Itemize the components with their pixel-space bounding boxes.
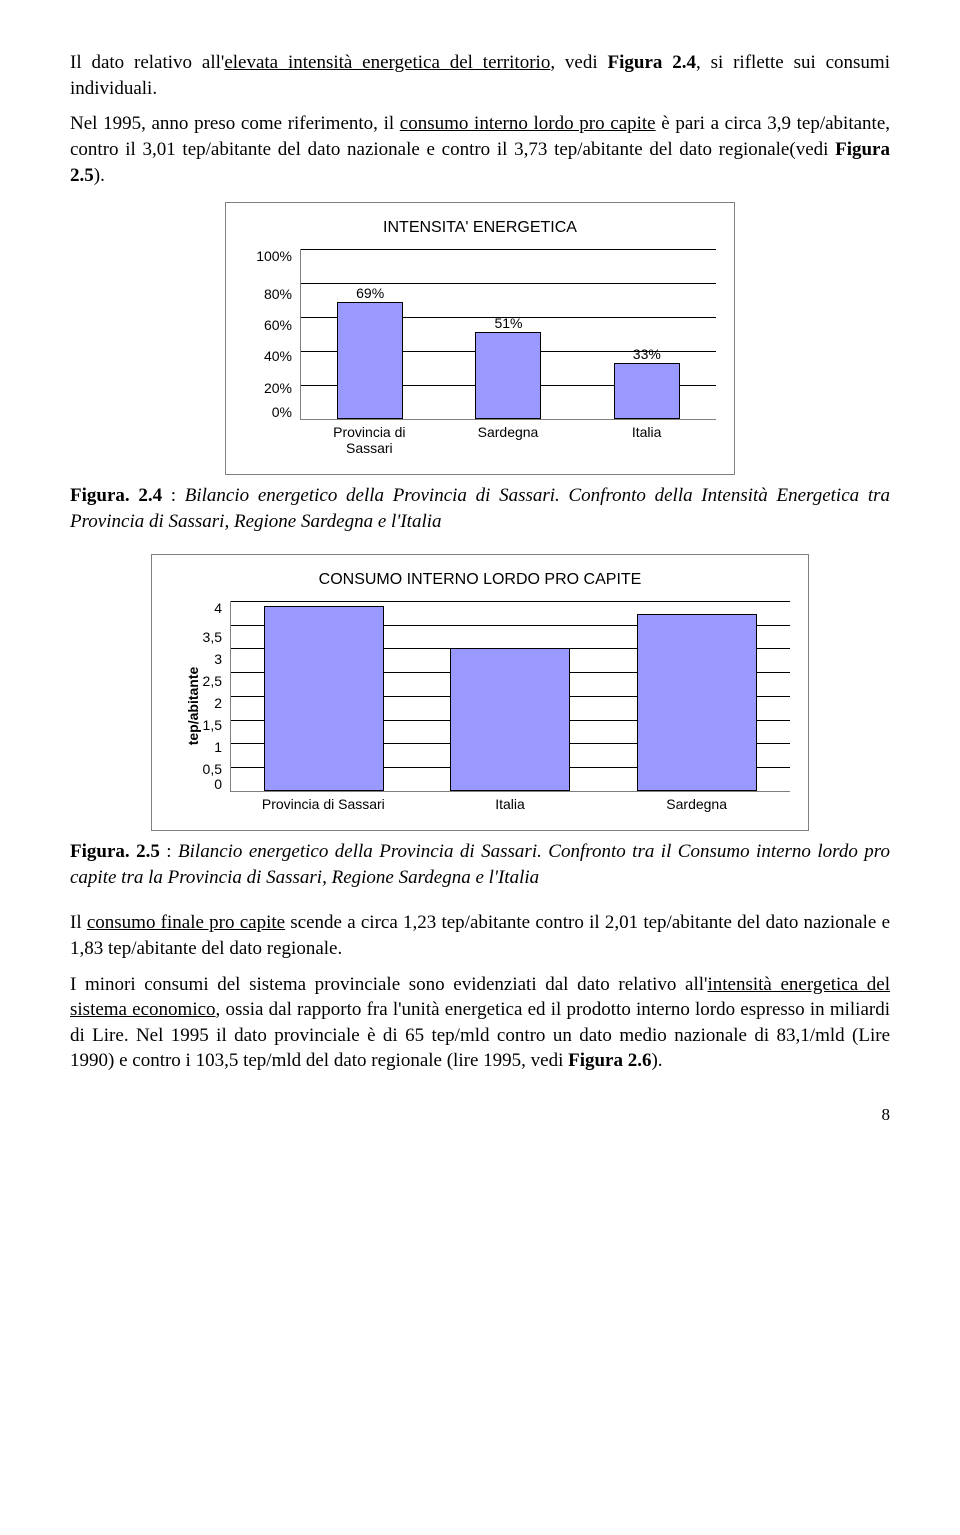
intro-paragraph-1: Il dato relativo all'elevata intensità e… [70, 50, 890, 101]
x-label: Sardegna [454, 424, 562, 456]
text: : [162, 485, 185, 506]
y-tick: 1 [170, 740, 228, 754]
y-tick: 0 [170, 777, 228, 791]
chart-title: INTENSITA' ENERGETICA [244, 217, 716, 239]
bar-value-label: 51% [494, 316, 522, 330]
y-tick: 20% [244, 381, 298, 395]
chart-plot [230, 601, 790, 792]
chart-intensita-energetica: INTENSITA' ENERGETICA 100% 80% 60% 40% 20% 0%… [225, 202, 735, 475]
bar-rect [264, 606, 384, 791]
y-tick: 0,5 [170, 762, 228, 776]
bar-rect [475, 332, 541, 419]
y-tick: 2 [170, 696, 228, 710]
y-tick: 4 [170, 601, 228, 615]
text: Il [70, 912, 87, 933]
caption-italic: Bilancio energetico della Provincia di S… [70, 485, 890, 532]
x-label: Italia [437, 796, 583, 812]
bar [240, 606, 408, 791]
y-tick: 2,5 [170, 674, 228, 688]
bar [427, 648, 595, 791]
y-tick: 100% [244, 249, 298, 263]
chart-title: CONSUMO INTERNO LORDO PRO CAPITE [170, 569, 790, 591]
bar-value-label: 33% [633, 347, 661, 361]
y-axis: 100% 80% 60% 40% 20% 0% [244, 249, 298, 419]
x-axis-labels: Provincia diSassari Sardegna Italia [300, 420, 716, 456]
x-axis-labels: Provincia di Sassari Italia Sardegna [230, 792, 790, 812]
bar-value-label: 69% [356, 286, 384, 300]
y-tick: 80% [244, 287, 298, 301]
chart-plot: 69% 51% 33% [300, 249, 716, 420]
bar: 69% [316, 286, 424, 419]
body-paragraph-4: I minori consumi del sistema provinciale… [70, 972, 890, 1075]
caption-lead: Figura. 2.4 [70, 485, 162, 506]
text: Il dato relativo all' [70, 52, 224, 73]
y-axis: 4 3,5 3 2,5 2 1,5 1 0,50 [170, 601, 228, 791]
bar-rect [614, 363, 680, 419]
intro-paragraph-2: Nel 1995, anno preso come riferimento, i… [70, 111, 890, 188]
caption-lead: Figura. 2.5 [70, 841, 160, 862]
bar [613, 614, 781, 791]
text: I minori consumi del sistema provinciale… [70, 974, 707, 995]
x-label: Italia [593, 424, 701, 456]
chart-consumo-interno: CONSUMO INTERNO LORDO PRO CAPITE tep/abi… [151, 554, 809, 831]
bar-rect [450, 648, 570, 791]
text: Nel 1995, anno preso come riferimento, i… [70, 113, 400, 134]
bars-container: 69% 51% 33% [301, 249, 716, 419]
x-label: Provincia di Sassari [251, 796, 397, 812]
x-label: Sardegna [624, 796, 770, 812]
y-tick: 3 [170, 652, 228, 666]
text-underline: consumo interno lordo pro capite [400, 113, 656, 134]
figure-caption-2: Figura. 2.5 : Bilancio energetico della … [70, 839, 890, 890]
y-tick: 40% [244, 349, 298, 363]
bar: 33% [593, 347, 701, 419]
y-tick: 3,5 [170, 630, 228, 644]
y-tick: 0% [244, 405, 298, 419]
text: ). [94, 165, 105, 186]
body-paragraph-3: Il consumo finale pro capite scende a ci… [70, 910, 890, 961]
bar: 51% [455, 316, 563, 419]
figure-ref: Figura 2.6 [568, 1050, 651, 1071]
figure-ref: Figura 2.4 [608, 52, 696, 73]
bars-container [231, 601, 790, 791]
text-underline: consumo finale pro capite [87, 912, 285, 933]
x-label: Provincia diSassari [315, 424, 423, 456]
bar-rect [337, 302, 403, 419]
text-underline: elevata intensità energetica del territo… [224, 52, 550, 73]
y-tick: 60% [244, 318, 298, 332]
text: : [160, 841, 178, 862]
caption-italic: Bilancio energetico della Provincia di S… [70, 841, 890, 888]
bar-rect [637, 614, 757, 791]
page-number: 8 [70, 1104, 890, 1127]
text: ). [651, 1050, 662, 1071]
text: , vedi [550, 52, 607, 73]
figure-caption-1: Figura. 2.4 : Bilancio energetico della … [70, 483, 890, 534]
y-tick: 1,5 [170, 718, 228, 732]
